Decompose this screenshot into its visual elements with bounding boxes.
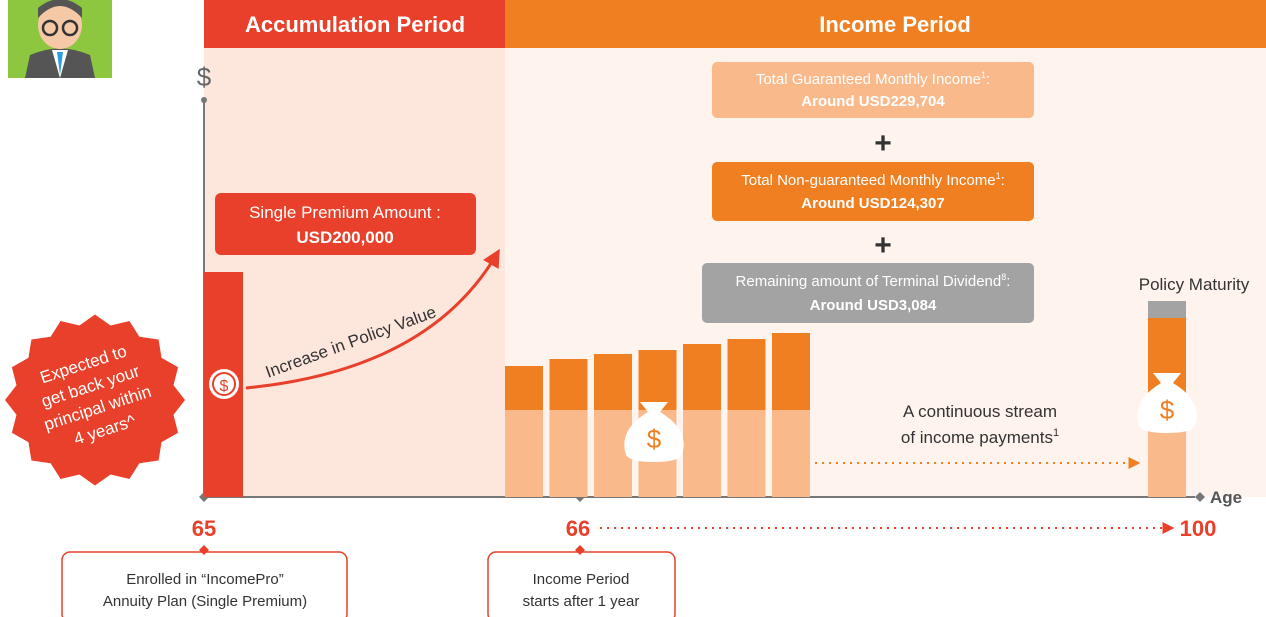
income-box-label-text: Total Non-guaranteed Monthly Income — [741, 172, 995, 189]
punct: : — [1006, 273, 1010, 290]
income-box-label: Total Guaranteed Monthly Income1: — [756, 70, 990, 88]
footnote: 1 — [1053, 427, 1059, 439]
avatar — [8, 0, 112, 78]
income-bar-top — [772, 333, 810, 410]
age-end: 100 — [1180, 516, 1217, 541]
income-bar-top — [505, 366, 543, 410]
income-bar-top — [728, 339, 766, 410]
income-bar-base — [550, 410, 588, 497]
income-box-label-text: Total Guaranteed Monthly Income — [756, 71, 981, 88]
income-bar-top — [683, 344, 721, 410]
non-guaranteed-box — [712, 162, 1034, 221]
note-text: Income Period — [533, 571, 630, 588]
income-box-amount: Around USD229,704 — [801, 93, 945, 110]
age-start: 65 — [192, 516, 216, 541]
maturity-label: Policy Maturity — [1139, 275, 1250, 294]
premium-amount: USD200,000 — [296, 228, 393, 247]
x-axis-label: Age — [1210, 488, 1242, 507]
stream-label-text: of income payments — [901, 428, 1053, 447]
punct: : — [986, 71, 990, 88]
punct: : — [1001, 172, 1005, 189]
income-box-amount: Around USD3,084 — [810, 297, 937, 314]
plus: + — [874, 127, 892, 160]
income-bar-top — [550, 359, 588, 410]
income-box-label-text: Remaining amount of Terminal Dividend — [736, 273, 1002, 290]
dividend-box — [702, 263, 1034, 323]
note-text: Enrolled in “IncomePro” — [126, 571, 284, 588]
y-axis-symbol: $ — [197, 62, 212, 92]
accumulation-title: Accumulation Period — [245, 12, 465, 37]
income-bar-top — [639, 350, 677, 410]
income-box-label: Total Non-guaranteed Monthly Income1: — [741, 171, 1005, 189]
note-text: starts after 1 year — [523, 593, 640, 610]
note-text: Annuity Plan (Single Premium) — [103, 593, 307, 610]
maturity-bar-dividend — [1148, 301, 1186, 318]
money-bag-symbol: $ — [1160, 395, 1175, 425]
money-bag-symbol: $ — [647, 424, 662, 454]
infographic: Accumulation Period Income Period $ Age … — [0, 0, 1266, 617]
axis-dot — [201, 97, 207, 103]
income-box-amount: Around USD124,307 — [801, 195, 944, 212]
income-title: Income Period — [819, 12, 971, 37]
age-income-start: 66 — [566, 516, 590, 541]
accumulation-panel — [204, 48, 505, 497]
premium-label: Single Premium Amount : — [249, 203, 441, 222]
income-bar-base — [505, 410, 543, 497]
income-bar-base — [728, 410, 766, 497]
income-bar-base — [772, 410, 810, 497]
income-box-label: Remaining amount of Terminal Dividend8: — [736, 272, 1011, 290]
stream-label: A continuous stream — [903, 402, 1057, 421]
plus: + — [874, 229, 892, 262]
coin-symbol: $ — [220, 378, 229, 395]
income-bar-top — [594, 354, 632, 410]
stream-label: of income payments1 — [901, 427, 1059, 447]
income-bar-base — [683, 410, 721, 497]
